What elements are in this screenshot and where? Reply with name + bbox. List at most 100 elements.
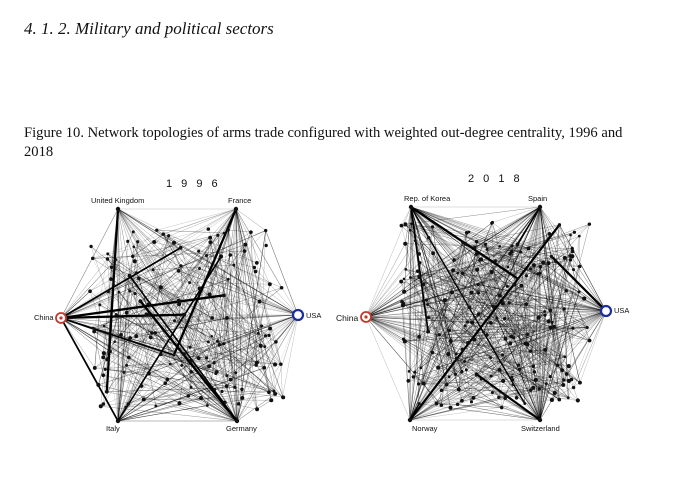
trade-edge [471,292,607,312]
trade-edge [408,206,541,381]
trade-edge [410,206,540,274]
trade-edge [125,363,281,408]
trade-edge [117,312,127,422]
country-node [249,230,253,235]
country-node [464,368,468,372]
trade-edge [179,268,200,404]
country-node [453,372,458,376]
trade-edge [60,242,175,319]
trade-edge [473,397,541,421]
country-node [98,404,103,409]
trade-edge [530,261,556,270]
country-node [133,292,137,296]
country-node [152,240,157,245]
trade-edge [117,208,212,337]
trade-edge [128,357,226,403]
trade-edge [60,230,266,319]
country-node [223,400,227,404]
trade-edge [471,222,493,293]
trade-edge [259,301,299,316]
country-node [454,356,459,361]
trade-edge [405,224,512,337]
trade-edge [250,232,258,363]
country-node [254,261,259,265]
country-node [533,377,538,382]
trade-edge [180,247,238,422]
trade-edge [499,369,564,386]
trade-edge [539,206,590,341]
hub-node-rep-of-korea [408,204,414,210]
country-node [208,235,213,240]
country-node [134,334,139,339]
trade-edge [409,300,424,421]
trade-edge [365,262,420,318]
country-node [488,320,493,325]
trade-edge [365,253,511,318]
trade-edge [512,310,607,380]
country-node [188,281,192,285]
country-node [141,397,146,402]
country-node [236,402,241,406]
country-node [268,326,273,331]
country-node [178,245,183,250]
trade-edge [432,253,456,375]
country-node [124,405,128,409]
trade-edge [458,241,477,390]
trade-edge [405,206,412,244]
country-node [114,258,118,261]
hub-edge [365,316,411,421]
country-node [416,382,421,386]
trade-edge [92,256,133,259]
trade-edge [423,300,525,404]
trade-edge [461,242,463,401]
trade-edge [404,327,588,342]
trade-edge [365,237,429,318]
country-node [512,282,517,287]
trade-edge [163,234,236,373]
country-node [139,384,144,388]
trade-edge [98,241,138,385]
country-node [497,367,502,372]
trade-edge [409,259,455,421]
trade-edge [419,262,459,390]
china-node-center [59,316,63,320]
trade-edge [437,340,451,368]
trade-edge [471,259,482,293]
trade-edge [427,242,463,332]
trade-edge [559,224,607,312]
country-node [281,395,286,400]
trade-edge [525,310,607,344]
country-node [124,310,129,315]
country-node [529,267,533,271]
hub-node-united-kingdom [115,206,121,212]
trade-edge [116,314,189,396]
trade-edge [401,225,529,249]
trade-edge [117,241,138,422]
country-node [499,405,504,410]
country-node [508,251,512,256]
country-node [500,301,505,306]
trade-edge [502,369,520,382]
country-node [417,274,421,279]
trade-edge [365,316,588,328]
hub-edge [365,206,412,318]
trade-edge [410,257,565,278]
trade-edge [499,246,526,404]
country-node [547,231,552,236]
trade-edge [256,314,299,363]
trade-edge [413,376,541,421]
trade-edge [365,273,463,318]
trade-edge [492,222,607,312]
country-node [138,299,143,303]
country-node [163,381,168,385]
country-node [264,243,268,248]
trade-edge [208,341,258,363]
trade-edge [60,317,151,338]
trade-edge [183,314,299,355]
trade-edge [409,384,564,421]
trade-edge [132,233,164,257]
country-node [402,289,407,294]
trade-edge [405,206,412,270]
trade-edge [409,380,569,421]
